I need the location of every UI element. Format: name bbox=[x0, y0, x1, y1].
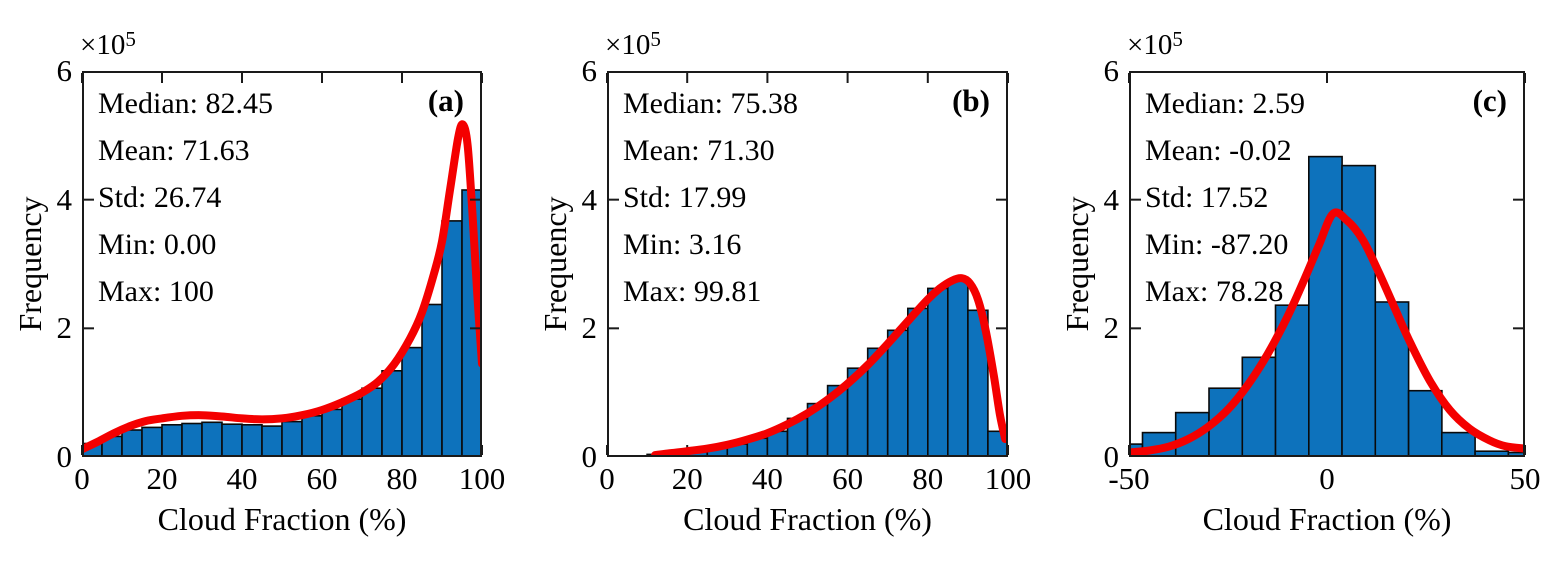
fit-curve bbox=[82, 120, 482, 454]
histogram-bar bbox=[241, 423, 263, 457]
stats-block-c: Median: 2.59 Mean: -0.02 Std: 17.52 Min: -8… bbox=[1145, 80, 1305, 315]
stats-line: Max: 100 bbox=[98, 275, 214, 308]
fit-curve bbox=[651, 274, 1008, 457]
x-tick-label-b-0: 0 bbox=[599, 461, 615, 496]
stats-line: Std: 17.99 bbox=[623, 181, 747, 214]
y-axis-exponent-c: ×105 bbox=[1127, 22, 1183, 62]
histogram-bar bbox=[946, 279, 969, 457]
axes-box bbox=[1129, 71, 1525, 457]
histogram-bar bbox=[361, 387, 383, 457]
histogram-bar bbox=[281, 420, 303, 457]
exponent-base: ×10 bbox=[1127, 29, 1173, 61]
y-tick-label-c-6: 6 bbox=[1103, 53, 1120, 88]
y-tick-label-a-0: 0 bbox=[56, 439, 73, 474]
stats-line: Median: 82.45 bbox=[98, 87, 273, 120]
fit-curve bbox=[1129, 208, 1525, 457]
stats-line: Median: 2.59 bbox=[1145, 87, 1305, 120]
y-axis-exponent-b: ×105 bbox=[605, 22, 661, 62]
histogram-bar bbox=[181, 422, 203, 457]
stats-line: Min: 3.16 bbox=[623, 228, 742, 261]
x-tick-label-a-40: 40 bbox=[226, 461, 258, 496]
plot-area-b bbox=[606, 71, 1009, 457]
axes-box bbox=[607, 71, 1008, 457]
histogram-bar bbox=[886, 329, 909, 457]
y-axis-title-b: Frequency bbox=[537, 196, 573, 332]
x-tick-label-c-0: 0 bbox=[1319, 461, 1335, 496]
x-tick-label-a-20: 20 bbox=[146, 461, 178, 496]
panel-label-c: (c) bbox=[1472, 83, 1507, 118]
x-tick-label-c-50: 50 bbox=[1509, 461, 1541, 496]
x-tick-label-b-20: 20 bbox=[671, 461, 703, 496]
y-tick-label-b-4: 4 bbox=[581, 181, 598, 217]
stats-block-b: Median: 75.38 Mean: 71.30 Std: 17.99 Min: 3… bbox=[623, 80, 798, 315]
stats-line: Mean: 71.30 bbox=[623, 134, 775, 167]
y-tick-label-a-6: 6 bbox=[56, 53, 73, 88]
y-axis-title-a: Frequency bbox=[12, 196, 48, 332]
y-tick-label-c-4: 4 bbox=[1103, 181, 1120, 217]
histogram-bar bbox=[161, 423, 183, 457]
histogram-bar bbox=[341, 398, 363, 457]
histogram-bar bbox=[121, 429, 143, 457]
x-tick-label-a-60: 60 bbox=[306, 461, 338, 496]
y-axis-title-c: Frequency bbox=[1059, 196, 1095, 332]
x-axis-title-c: Cloud Fraction (%) bbox=[1202, 501, 1452, 537]
exponent-power: 5 bbox=[1172, 27, 1183, 51]
histogram-bar bbox=[441, 220, 463, 457]
x-tick-label-b-60: 60 bbox=[832, 461, 864, 496]
x-tick-label-a-80: 80 bbox=[386, 461, 418, 496]
y-tick-label-c-2: 2 bbox=[1103, 310, 1120, 346]
stats-block-a: Median: 82.45 Mean: 71.63 Std: 26.74 Min: 0… bbox=[98, 80, 273, 315]
panel-label-b: (b) bbox=[952, 83, 990, 118]
y-tick-label-c-0: 0 bbox=[1103, 439, 1120, 474]
x-tick-label-b-80: 80 bbox=[912, 461, 944, 496]
x-tick-label-b-40: 40 bbox=[751, 461, 783, 496]
panel-label-a: (a) bbox=[427, 83, 464, 118]
y-axis-exponent-a: ×105 bbox=[80, 22, 136, 62]
histogram-bar bbox=[301, 414, 323, 457]
x-tick-label-c--50: -50 bbox=[1108, 461, 1150, 496]
histogram-bar bbox=[1341, 164, 1377, 457]
stats-line: Max: 78.28 bbox=[1145, 275, 1284, 308]
histogram-bar bbox=[141, 426, 163, 457]
y-tick-label-a-2: 2 bbox=[56, 310, 73, 346]
histogram-bar bbox=[1308, 155, 1343, 457]
histogram-bar bbox=[261, 425, 283, 457]
stats-line: Std: 26.74 bbox=[98, 181, 222, 214]
stats-line: Mean: 71.63 bbox=[98, 134, 250, 167]
histogram-bar bbox=[321, 408, 343, 457]
x-tick-label-a-100: 100 bbox=[458, 461, 506, 496]
axes-box bbox=[82, 71, 482, 457]
histogram-bar bbox=[421, 303, 443, 457]
x-axis-title-a: Cloud Fraction (%) bbox=[157, 501, 407, 537]
plot-area-c bbox=[1128, 71, 1526, 457]
stats-line: Min: 0.00 bbox=[98, 228, 217, 261]
histogram-bar bbox=[906, 307, 929, 457]
x-tick-label-b-100: 100 bbox=[984, 461, 1032, 496]
stats-line: Max: 99.81 bbox=[623, 275, 762, 308]
histogram-bar bbox=[201, 421, 223, 457]
y-tick-label-b-0: 0 bbox=[581, 439, 598, 474]
exponent-power: 5 bbox=[125, 27, 136, 51]
histogram-bar bbox=[381, 369, 403, 457]
x-tick-label-a-0: 0 bbox=[74, 461, 90, 496]
stats-line: Std: 17.52 bbox=[1145, 181, 1269, 214]
histogram-bar bbox=[1440, 431, 1476, 457]
histogram-bar bbox=[1407, 389, 1443, 457]
histogram-bar bbox=[401, 346, 423, 457]
exponent-power: 5 bbox=[650, 27, 661, 51]
histogram-bar bbox=[926, 287, 949, 457]
y-tick-label-b-6: 6 bbox=[581, 53, 598, 88]
stats-line: Min: -87.20 bbox=[1145, 228, 1289, 261]
histogram-bar bbox=[221, 423, 243, 457]
y-tick-label-a-4: 4 bbox=[56, 181, 73, 217]
stats-line: Median: 75.38 bbox=[623, 87, 798, 120]
plot-area-a bbox=[81, 71, 483, 457]
stats-line: Mean: -0.02 bbox=[1145, 134, 1292, 167]
exponent-base: ×10 bbox=[80, 29, 126, 61]
exponent-base: ×10 bbox=[605, 29, 651, 61]
x-axis-title-b: Cloud Fraction (%) bbox=[683, 501, 932, 537]
y-tick-label-b-2: 2 bbox=[581, 310, 598, 346]
